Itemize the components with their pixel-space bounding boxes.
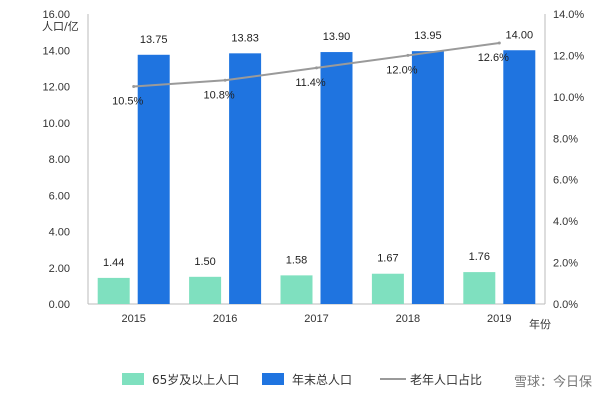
line-value-label: 11.4% [295,77,326,89]
legend-label: 年末总人口 [292,373,352,387]
x-tick-label: 2018 [396,313,420,325]
legend-label: 老年人口占比 [410,372,482,387]
bar-value-label: 13.83 [231,32,259,44]
legend: 65岁及以上人口 年末总人口 老年人口占比 [122,372,482,387]
x-tick-label: 2017 [304,313,328,325]
x-tick-label: 2016 [213,313,237,325]
y-tick-label: 2.00 [49,263,70,275]
bar-total-population [229,53,262,304]
data-labels-group: 1.44 1.50 1.58 1.67 1.76 13.75 13.83 13.90 13.95… [103,29,533,269]
y2-tick-label: 8.0% [553,133,578,145]
line-value-label: 10.8% [203,89,234,101]
y-axis-title: 人口/亿 [42,20,79,33]
y-tick-label: 0.00 [49,299,70,311]
bar-value-label: 1.50 [194,256,215,268]
y-tick-label: 8.00 [49,154,70,166]
bar-value-label: 13.75 [140,34,168,46]
y-tick-label: 16.00 [42,9,70,21]
y-tick-label: 14.00 [42,45,70,57]
bar-value-label: 13.95 [414,30,442,42]
y2-tick-label: 6.0% [553,175,578,187]
y2-tick-label: 4.0% [553,216,578,228]
line-point [315,66,318,70]
x-tick-label: 2019 [487,313,511,325]
watermark-text: 雪球：今日保 [514,374,592,390]
legend-label: 65岁及以上人口 [152,372,239,387]
bar-total-population [137,54,170,304]
y2-tick-label: 10.0% [553,92,584,104]
bar-elderly-population [189,276,222,304]
x-axis-title: 年份 [529,317,551,331]
legend-swatch [262,373,284,385]
bar-total-population [411,51,444,304]
legend-swatch [122,373,144,385]
bar-value-label: 1.58 [286,254,307,266]
bar-elderly-population [371,273,404,304]
bar-elderly-population [463,272,496,304]
bar-total-population [503,50,536,304]
line-point [497,41,501,45]
line-point [132,85,136,88]
y2-tick-label: 0.0% [553,299,578,311]
bar-elderly-population [97,277,130,304]
y2-tick-label: 14.0% [553,9,584,21]
line-point [406,53,410,57]
y2-tick-label: 12.0% [553,50,584,62]
bars-group [97,50,536,304]
bar-value-label: 14.00 [506,29,534,41]
line-point [223,78,227,82]
line-series-group [132,41,501,88]
bar-elderly-population [280,275,313,304]
line-value-label: 12.6% [478,52,509,64]
line-value-label: 12.0% [386,64,417,76]
y2-tick-label: 2.0% [553,258,578,270]
y-tick-label: 4.00 [49,227,70,239]
bar-value-label: 13.90 [323,31,351,43]
x-tick-label: 2015 [121,313,145,325]
y-tick-label: 10.00 [42,118,70,130]
bar-value-label: 1.44 [103,257,124,269]
bar-total-population [320,52,353,304]
bar-value-label: 1.67 [377,253,398,265]
y-tick-label: 12.00 [42,82,70,94]
bar-value-label: 1.76 [469,251,490,263]
y-tick-label: 6.00 [49,190,70,202]
line-value-label: 10.5% [112,96,143,108]
tick-labels-group: 0.00 2.00 4.00 6.00 8.00 10.00 12.00 14.00 16.00… [42,9,584,325]
